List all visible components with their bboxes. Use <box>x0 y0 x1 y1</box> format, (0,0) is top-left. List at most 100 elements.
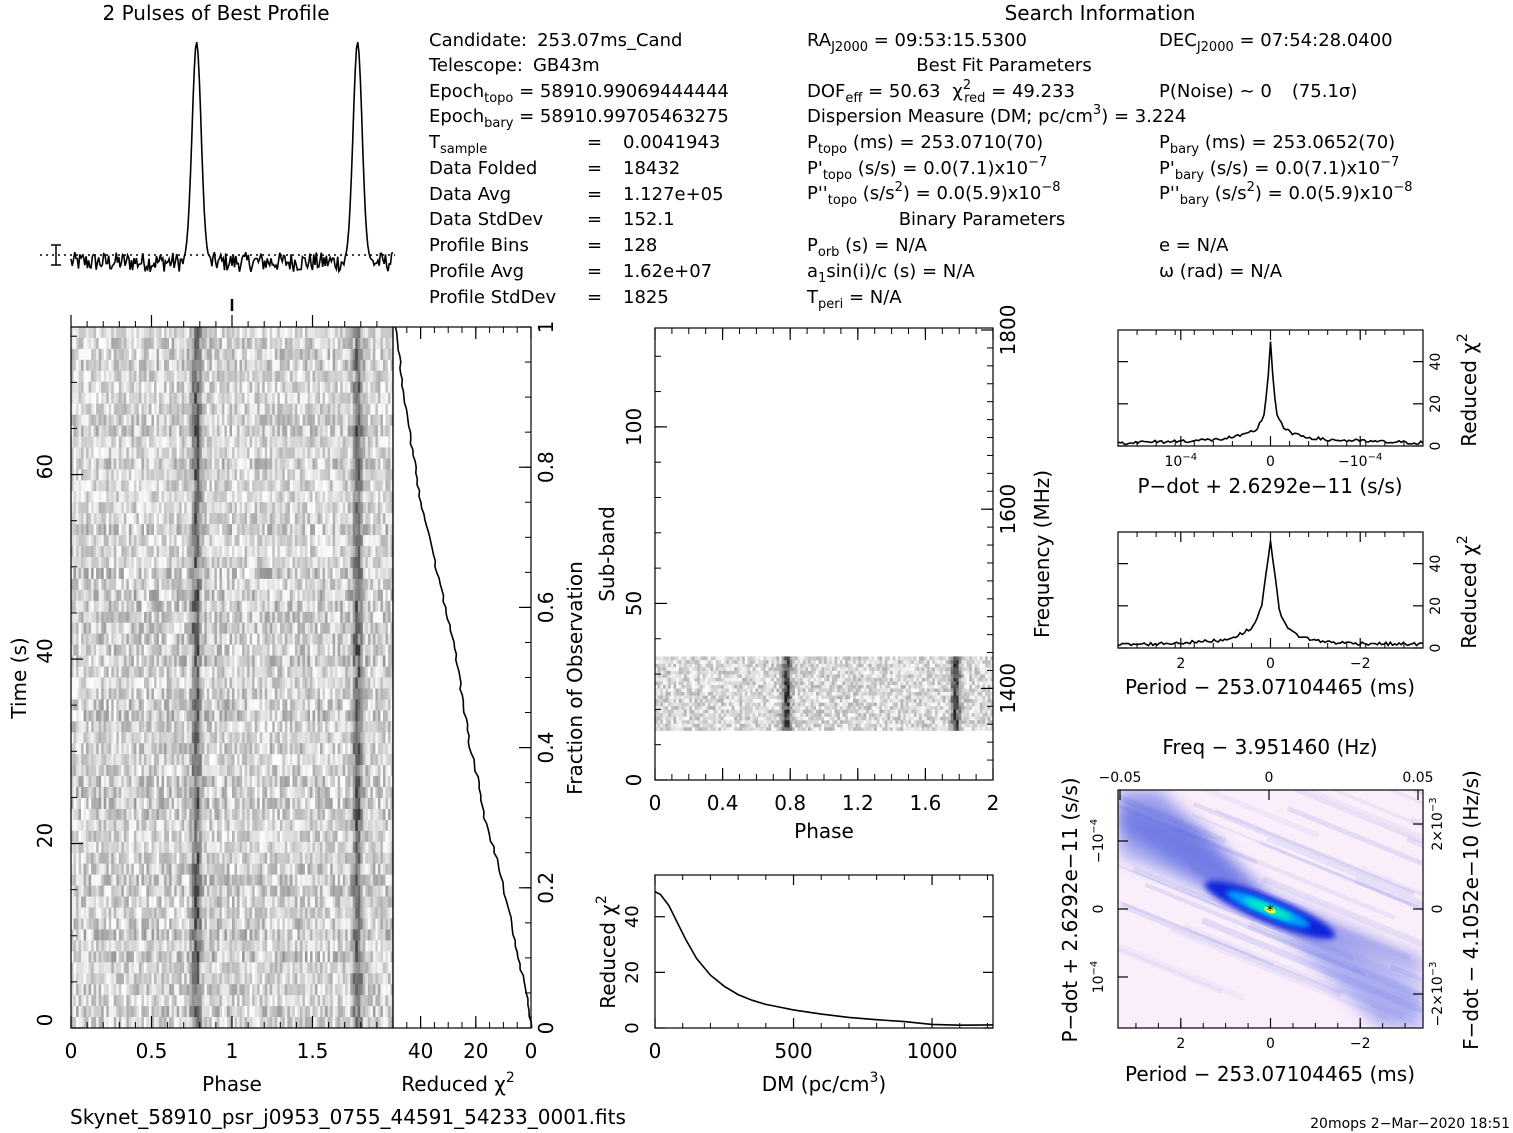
time-phase-cell <box>320 327 323 339</box>
time-phase-cell <box>342 535 346 547</box>
time-phase-cell <box>342 327 346 339</box>
time-phase-cell <box>387 611 391 624</box>
time-phase-cell <box>289 710 293 722</box>
time-phase-cell <box>312 644 316 656</box>
time-phase-cell <box>146 666 150 678</box>
time-phase-cell <box>320 567 323 580</box>
time-phase-cell <box>93 666 97 678</box>
time-phase-cell <box>267 578 271 591</box>
time-phase-cell <box>143 348 147 361</box>
time-phase-cell <box>232 513 235 525</box>
time-phase-cell <box>184 524 188 536</box>
time-phase-cell <box>199 392 203 404</box>
time-phase-cell <box>330 414 333 426</box>
time-phase-cell <box>184 743 188 755</box>
time-phase-cell <box>304 633 308 645</box>
time-phase-cell <box>199 502 203 514</box>
time-phase-cell <box>340 710 343 722</box>
time-phase-cell <box>229 370 233 383</box>
time-phase-cell <box>143 392 147 404</box>
time-phase-cell <box>76 655 79 667</box>
time-phase-cell <box>83 469 87 481</box>
time-phase-cell <box>143 622 147 634</box>
time-phase-cell <box>201 622 205 634</box>
time-phase-cell <box>169 327 172 339</box>
time-phase-cell <box>302 414 306 426</box>
time-phase-cell <box>169 414 172 426</box>
time-phase-cell <box>181 611 185 624</box>
time-phase-cell <box>221 655 225 667</box>
time-phase-cell <box>146 513 150 525</box>
time-phase-cell <box>176 644 180 656</box>
time-phase-cell <box>206 403 210 415</box>
time-phase-cell <box>299 688 303 700</box>
time-phase-cell <box>88 337 92 350</box>
time-phase-cell <box>201 633 205 645</box>
time-phase-cell <box>355 502 359 514</box>
time-phase-cell <box>156 666 160 678</box>
time-phase-cell <box>337 502 341 514</box>
time-phase-cell <box>81 677 84 689</box>
time-phase-cell <box>166 348 170 361</box>
time-phase-cell <box>189 666 193 678</box>
time-phase-cell <box>345 425 349 437</box>
time-phase-cell <box>216 359 220 372</box>
time-phase-cell <box>345 502 349 514</box>
time-phase-cell <box>179 557 182 569</box>
time-phase-cell <box>259 546 263 558</box>
time-phase-cell <box>159 370 162 383</box>
time-phase-cell <box>365 546 369 558</box>
time-phase-cell <box>96 337 99 350</box>
time-phase-cell <box>176 414 180 426</box>
time-phase-cell <box>249 469 253 481</box>
time-phase-cell <box>111 480 115 492</box>
time-phase-cell <box>277 327 281 339</box>
time-phase-cell <box>337 622 341 634</box>
time-phase-cell <box>385 699 389 711</box>
time-phase-cell <box>86 710 89 722</box>
time-phase-cell <box>247 688 250 700</box>
time-phase-cell <box>380 337 384 350</box>
time-phase-cell <box>292 392 296 404</box>
time-phase-cell <box>312 732 316 744</box>
time-phase-cell <box>247 578 250 591</box>
time-phase-cell <box>181 644 185 656</box>
time-phase-cell <box>138 677 142 689</box>
time-phase-cell <box>297 480 301 492</box>
time-phase-cell <box>161 458 165 470</box>
time-phase-cell <box>133 688 137 700</box>
time-phase-cell <box>131 447 135 459</box>
time-phase-cell <box>78 491 82 503</box>
time-phase-cell <box>390 666 393 678</box>
time-phase-cell <box>71 644 74 656</box>
time-phase-cell <box>337 611 341 624</box>
time-phase-cell <box>196 710 200 722</box>
time-phase-cell <box>146 403 150 415</box>
time-phase-cell <box>289 337 293 350</box>
time-phase-cell <box>232 348 235 361</box>
time-phase-cell <box>282 557 286 569</box>
time-phase-cell <box>176 677 180 689</box>
time-phase-cell <box>206 633 210 645</box>
time-phase-cell <box>279 710 283 722</box>
time-phase-cell <box>350 425 354 437</box>
time-phase-cell <box>312 337 316 350</box>
time-phase-cell <box>330 666 333 678</box>
time-phase-cell <box>299 491 303 503</box>
time-phase-cell <box>166 414 170 426</box>
time-phase-cell <box>272 644 276 656</box>
time-phase-cell <box>242 721 245 733</box>
time-phase-cell <box>88 732 92 744</box>
time-phase-cell <box>111 458 115 470</box>
time-phase-cell <box>257 327 260 339</box>
time-phase-cell <box>159 381 162 394</box>
time-phase-cell <box>164 600 167 613</box>
time-phase-cell <box>201 348 205 361</box>
time-phase-cell <box>390 414 393 426</box>
time-phase-cell <box>330 458 333 470</box>
time-phase-cell <box>332 633 336 645</box>
time-phase-cell <box>367 677 371 689</box>
time-phase-cell <box>96 502 99 514</box>
time-phase-cell <box>164 535 167 547</box>
time-phase-cell <box>249 535 253 547</box>
